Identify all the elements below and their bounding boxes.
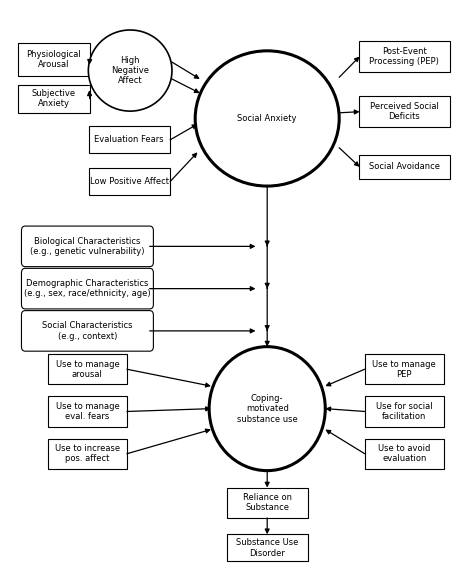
FancyBboxPatch shape: [359, 41, 449, 72]
Text: Social Avoidance: Social Avoidance: [369, 162, 440, 171]
Text: Low Positive Affect: Low Positive Affect: [90, 177, 169, 186]
Text: Evaluation Fears: Evaluation Fears: [94, 135, 164, 144]
FancyBboxPatch shape: [227, 488, 308, 518]
FancyBboxPatch shape: [89, 126, 170, 154]
Ellipse shape: [88, 30, 172, 111]
Text: Use for social
facilitation: Use for social facilitation: [376, 402, 433, 421]
Text: Reliance on
Substance: Reliance on Substance: [243, 493, 292, 512]
FancyBboxPatch shape: [21, 226, 154, 267]
Text: Physiological
Arousal: Physiological Arousal: [26, 49, 81, 69]
Text: Coping-
motivated
substance use: Coping- motivated substance use: [237, 394, 298, 424]
FancyBboxPatch shape: [365, 354, 444, 385]
FancyBboxPatch shape: [359, 155, 449, 179]
FancyBboxPatch shape: [18, 85, 90, 113]
Text: Perceived Social
Deficits: Perceived Social Deficits: [370, 102, 438, 121]
Text: Biological Characteristics
(e.g., genetic vulnerability): Biological Characteristics (e.g., geneti…: [30, 237, 145, 256]
Text: Demographic Characteristics
(e.g., sex, race/ethnicity, age): Demographic Characteristics (e.g., sex, …: [24, 279, 151, 298]
FancyBboxPatch shape: [21, 310, 154, 351]
Text: Social Characteristics
(e.g., context): Social Characteristics (e.g., context): [42, 321, 133, 340]
Text: Use to manage
PEP: Use to manage PEP: [373, 359, 436, 379]
Ellipse shape: [195, 51, 339, 186]
Text: High
Negative
Affect: High Negative Affect: [111, 56, 149, 86]
FancyBboxPatch shape: [89, 168, 170, 195]
Text: Use to increase
pos. affect: Use to increase pos. affect: [55, 444, 120, 463]
FancyBboxPatch shape: [365, 396, 444, 427]
FancyBboxPatch shape: [48, 439, 127, 469]
Ellipse shape: [209, 347, 325, 470]
Text: Post-Event
Processing (PEP): Post-Event Processing (PEP): [369, 47, 439, 66]
FancyBboxPatch shape: [18, 43, 90, 76]
FancyBboxPatch shape: [365, 439, 444, 469]
FancyBboxPatch shape: [21, 269, 154, 309]
Text: Social Anxiety: Social Anxiety: [237, 114, 297, 123]
FancyBboxPatch shape: [227, 534, 308, 561]
Text: Subjective
Anxiety: Subjective Anxiety: [31, 89, 75, 109]
Text: Use to manage
arousal: Use to manage arousal: [55, 359, 119, 379]
Text: Use to avoid
evaluation: Use to avoid evaluation: [378, 444, 430, 463]
FancyBboxPatch shape: [48, 354, 127, 385]
Text: Substance Use
Disorder: Substance Use Disorder: [236, 538, 298, 558]
FancyBboxPatch shape: [359, 97, 449, 127]
FancyBboxPatch shape: [48, 396, 127, 427]
Text: Use to manage
eval. fears: Use to manage eval. fears: [55, 402, 119, 421]
